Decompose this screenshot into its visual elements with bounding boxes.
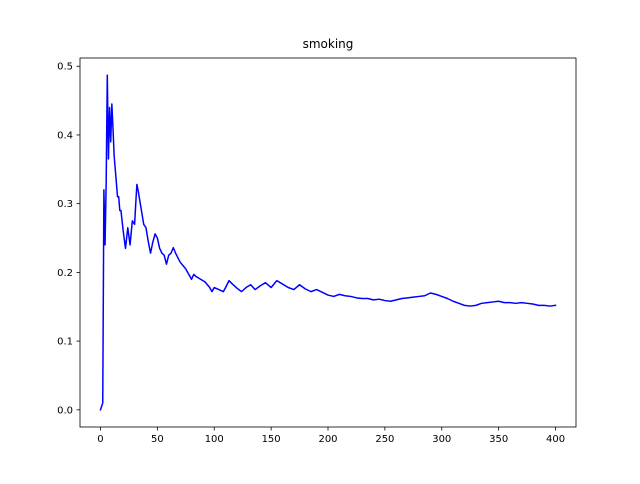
x-tick-label: 100 — [205, 434, 224, 445]
series-line-0 — [99, 74, 557, 411]
x-tick-label: 150 — [262, 434, 281, 445]
plot-area — [99, 74, 557, 411]
x-tick-label: 50 — [151, 434, 164, 445]
y-tick-label: 0.0 — [57, 405, 73, 416]
x-tick-label: 350 — [489, 434, 508, 445]
y-tick-label: 0.4 — [57, 130, 73, 141]
y-tick-label: 0.2 — [57, 268, 73, 279]
x-tick-label: 300 — [432, 434, 451, 445]
x-axis: 0 50 100 150 200 250 300 350 400 — [97, 427, 565, 445]
x-tick-label: 400 — [546, 434, 565, 445]
x-tick-label: 200 — [318, 434, 337, 445]
y-tick-label: 0.1 — [57, 337, 73, 348]
x-tick-label: 0 — [97, 434, 103, 445]
y-tick-label: 0.5 — [57, 62, 73, 73]
x-tick-label: 250 — [375, 434, 394, 445]
chart-title: smoking — [303, 37, 354, 51]
axes-frame — [79, 57, 577, 428]
y-tick-label: 0.3 — [57, 199, 73, 210]
y-axis: 0.0 0.1 0.2 0.3 0.4 0.5 — [57, 62, 80, 416]
